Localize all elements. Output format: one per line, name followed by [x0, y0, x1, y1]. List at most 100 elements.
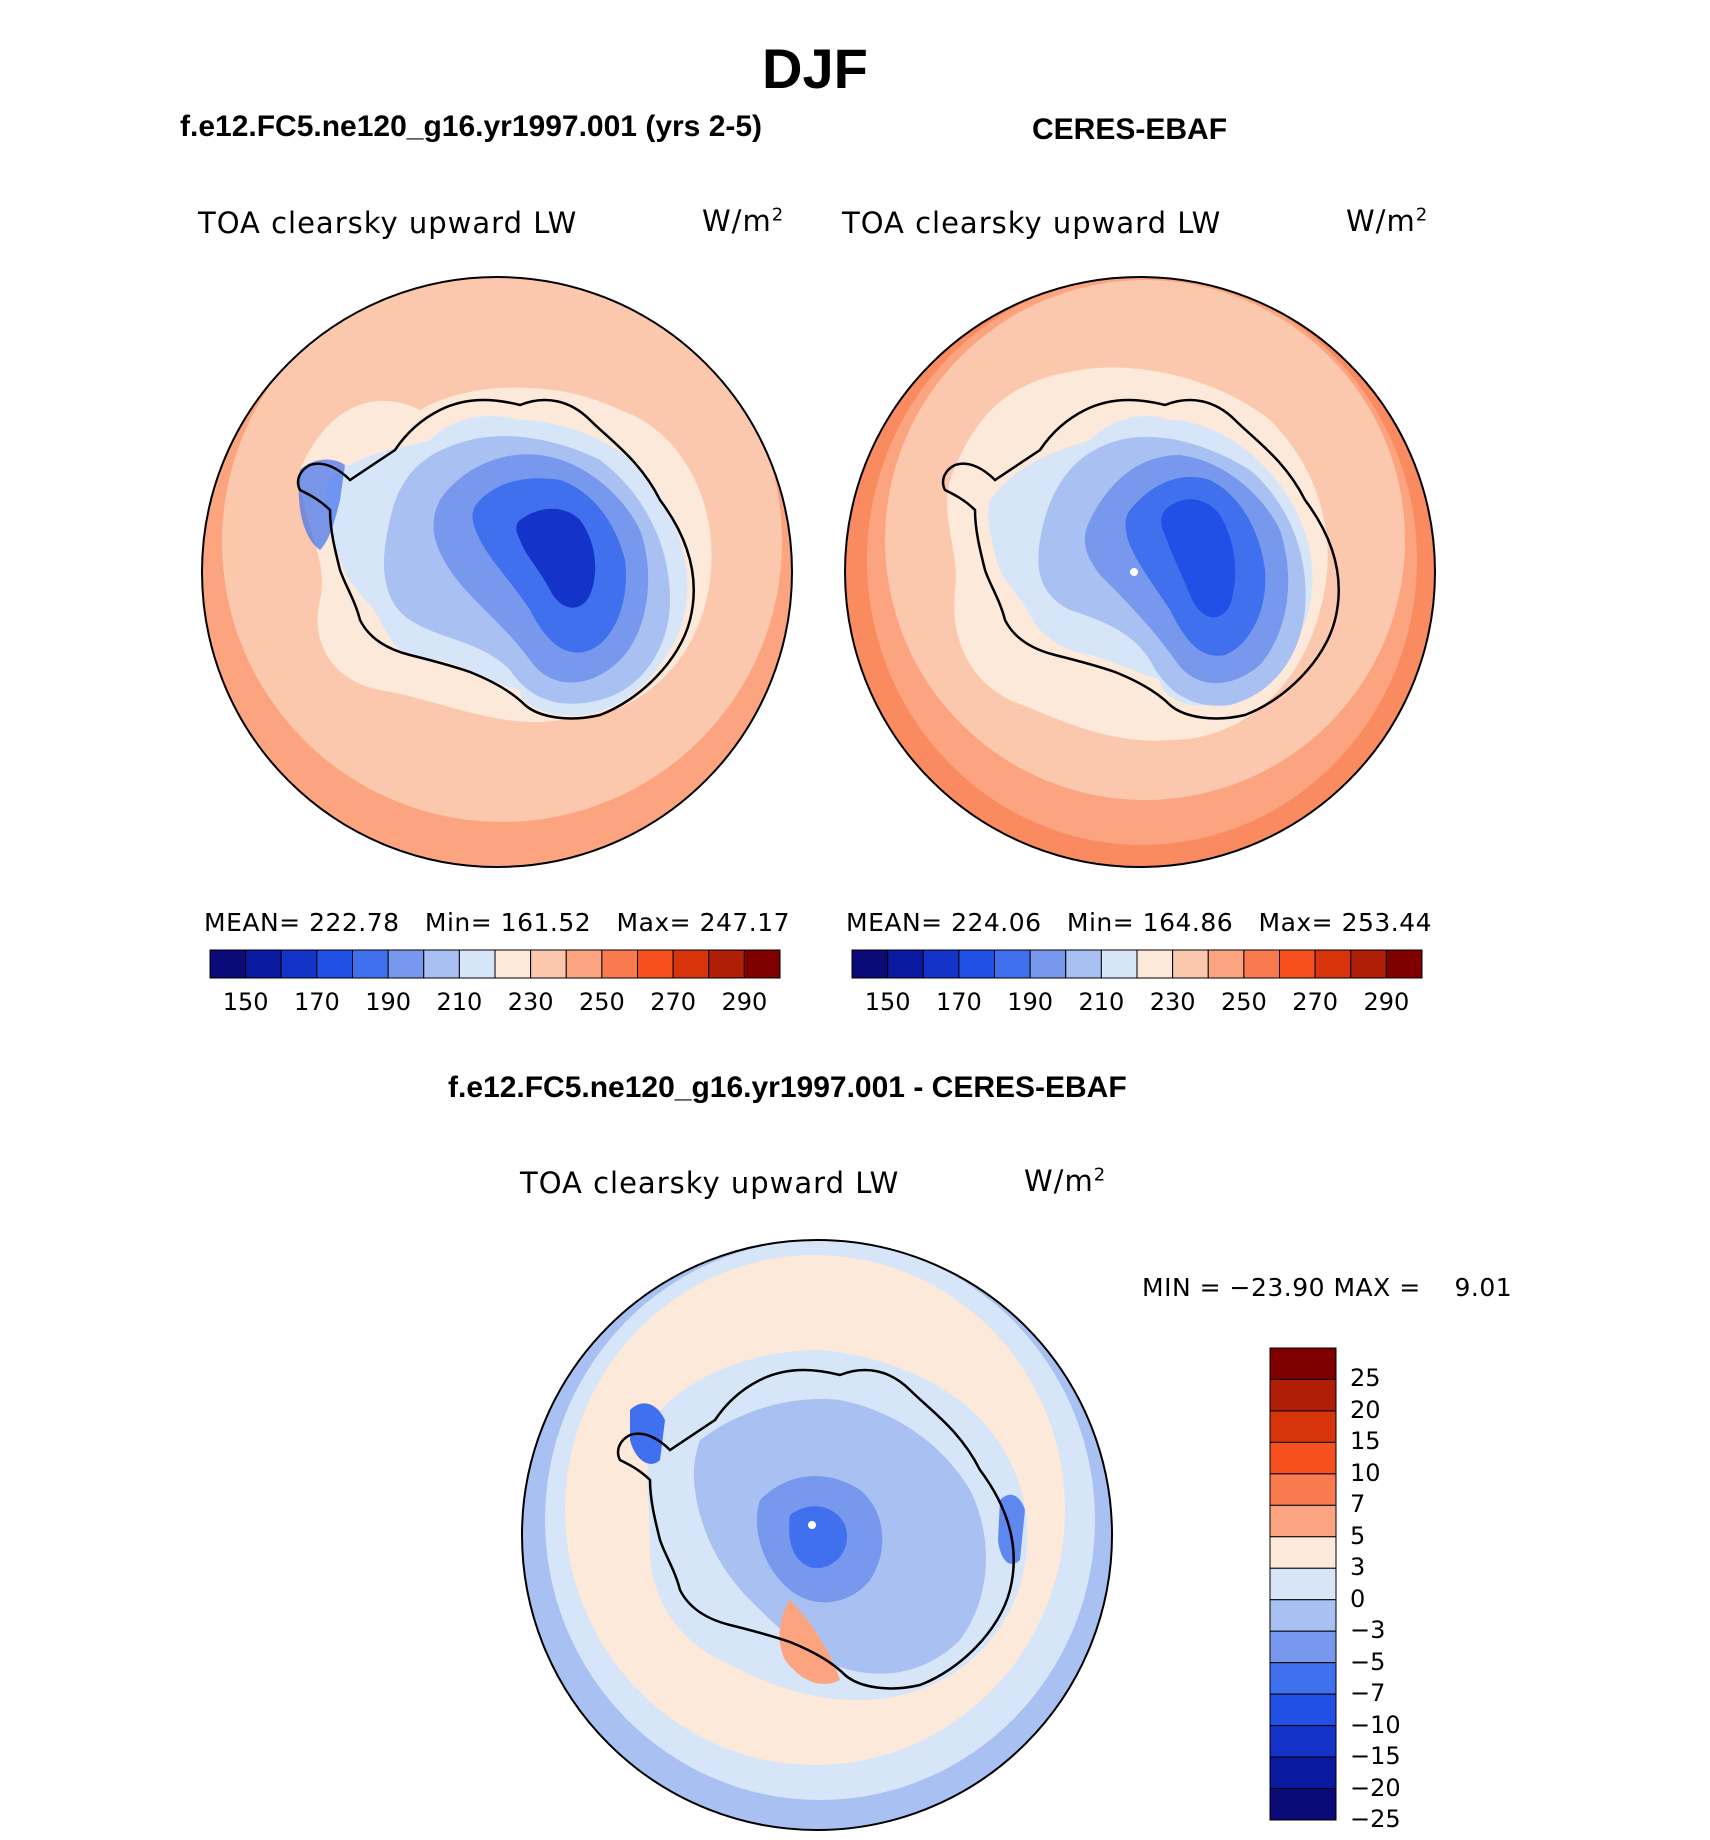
diff-variable-label: TOA clearsky upward LW: [520, 1166, 900, 1200]
obs-units-label: W/m2: [1346, 204, 1429, 238]
obs-max-label: Max=: [1258, 908, 1334, 937]
diff-colorbar-bin: [1269, 1378, 1337, 1412]
obs-colorbar-bin: [1029, 949, 1067, 979]
diff-colorbar-tick-label: −7: [1350, 1679, 1386, 1708]
obs-colorbar-tick-label: 210: [1078, 988, 1125, 1016]
obs-colorbar-bin: [1065, 949, 1102, 979]
obs-colorbar: [851, 949, 1423, 979]
model-colorbar-bin: [601, 949, 638, 979]
diff-colorbar-bin: [1269, 1567, 1337, 1601]
model-max-value: 247.17: [699, 908, 791, 937]
diff-colorbar-bin: [1269, 1599, 1337, 1632]
model-max-label: Max=: [616, 908, 692, 937]
model-colorbar-bin: [494, 949, 532, 979]
diff-stats: MIN = −23.90 MAX = 9.01: [1142, 1273, 1512, 1302]
obs-colorbar-bin: [1100, 949, 1138, 979]
diff-colorbar-tick-label: −20: [1350, 1773, 1401, 1802]
model-colorbar-tick-label: 190: [365, 988, 412, 1016]
model-map-coastline: [296, 398, 695, 720]
diff-colorbar-tick-label: −3: [1350, 1616, 1386, 1645]
model-mean-value: 222.78: [309, 908, 400, 937]
model-colorbar-bin: [458, 949, 496, 979]
diff-colorbar-bin: [1269, 1725, 1337, 1758]
model-mean-label: MEAN=: [204, 908, 301, 937]
model-colorbar-tick-label: 170: [293, 988, 340, 1016]
diff-colorbar-bin: [1269, 1630, 1337, 1664]
obs-mean-value: 224.06: [951, 908, 1042, 937]
model-colorbar-tick-label: 250: [578, 988, 625, 1016]
obs-max-value: 253.44: [1341, 908, 1433, 937]
obs-min-label: Min=: [1066, 908, 1135, 937]
obs-map-plateau-core: [1161, 499, 1236, 618]
model-colorbar-bin: [209, 949, 247, 979]
diff-min-value: −23.90: [1229, 1273, 1326, 1302]
obs-colorbar-tick-label: 150: [864, 988, 911, 1016]
obs-colorbar-bin: [887, 949, 924, 979]
diff-max-label: MAX =: [1333, 1273, 1421, 1302]
obs-colorbar-bin: [1350, 949, 1387, 979]
diff-max-value: 9.01: [1454, 1273, 1513, 1302]
model-panel-title: f.e12.FC5.ne120_g16.yr1997.001 (yrs 2-5): [180, 110, 763, 143]
obs-colorbar-bin: [922, 949, 960, 979]
model-stats: MEAN= 222.78 Min= 161.52 Max= 247.17: [204, 908, 790, 937]
model-colorbar-bin: [352, 949, 389, 979]
obs-colorbar-bin: [1172, 949, 1209, 979]
obs-mean-label: MEAN=: [846, 908, 943, 937]
model-polar-map: [201, 276, 793, 868]
obs-colorbar-tick-label: 230: [1149, 988, 1196, 1016]
diff-map-boundary: [521, 1239, 1113, 1831]
model-colorbar-bin: [316, 949, 353, 979]
diff-colorbar-bin: [1269, 1347, 1337, 1380]
model-colorbar-tick-label: 210: [436, 988, 483, 1016]
obs-map-boundary: [844, 276, 1436, 868]
figure-title: DJF: [762, 37, 868, 100]
diff-units-label: W/m2: [1024, 1164, 1107, 1198]
model-colorbar-bin: [245, 949, 282, 979]
diff-units-superscript: 2: [1093, 1164, 1107, 1186]
model-variable-label: TOA clearsky upward LW: [198, 206, 578, 240]
diff-colorbar-tick-label: 25: [1350, 1364, 1381, 1393]
diff-colorbar-bin: [1269, 1536, 1337, 1569]
diff-colorbar-tick-label: 3: [1350, 1553, 1366, 1582]
obs-stats: MEAN= 224.06 Min= 164.86 Max= 253.44: [846, 908, 1432, 937]
model-colorbar-bin: [637, 949, 674, 979]
model-colorbar-bin: [423, 949, 460, 979]
diff-colorbar-bin: [1269, 1441, 1337, 1475]
diff-colorbar-tick-label: 20: [1350, 1395, 1381, 1424]
obs-colorbar-tick-label: 250: [1220, 988, 1267, 1016]
obs-map-pole-marker: [1130, 568, 1138, 576]
model-colorbar-bin: [708, 949, 745, 979]
model-map-boundary: [201, 276, 793, 868]
model-colorbar-bin: [280, 949, 318, 979]
diff-colorbar-tick-label: 10: [1350, 1458, 1381, 1487]
diff-colorbar-tick-label: 0: [1350, 1584, 1366, 1613]
diff-colorbar-bin: [1269, 1788, 1337, 1821]
diff-colorbar-tick-label: −25: [1350, 1805, 1401, 1833]
diff-colorbar-bin: [1269, 1756, 1337, 1790]
obs-colorbar-bin: [1314, 949, 1352, 979]
diff-colorbar-bin: [1269, 1662, 1337, 1695]
model-colorbar-tick-label: 270: [650, 988, 697, 1016]
model-colorbar-bin: [743, 949, 781, 979]
obs-colorbar-tick-label: 170: [935, 988, 982, 1016]
diff-colorbar-tick-label: −5: [1350, 1647, 1386, 1676]
diff-polar-map: [521, 1239, 1113, 1831]
model-colorbar: [209, 949, 781, 979]
diff-colorbar-tick-label: −10: [1350, 1710, 1401, 1739]
obs-colorbar-bin: [851, 949, 889, 979]
model-map-peninsula: [298, 459, 345, 550]
diff-colorbar-bin: [1269, 1504, 1337, 1538]
diff-colorbar: [1269, 1347, 1337, 1821]
obs-map-coastline: [941, 398, 1340, 720]
diff-map-coastline: [616, 1368, 1015, 1690]
model-colorbar-bin: [387, 949, 425, 979]
diff-colorbar-bin: [1269, 1410, 1337, 1443]
model-units-superscript: 2: [771, 204, 785, 226]
obs-colorbar-tick-label: 290: [1363, 988, 1410, 1016]
obs-colorbar-bin: [958, 949, 995, 979]
obs-colorbar-bin: [994, 949, 1031, 979]
model-colorbar-bin: [530, 949, 567, 979]
diff-colorbar-tick-label: 7: [1350, 1490, 1366, 1519]
model-min-value: 161.52: [500, 908, 592, 937]
